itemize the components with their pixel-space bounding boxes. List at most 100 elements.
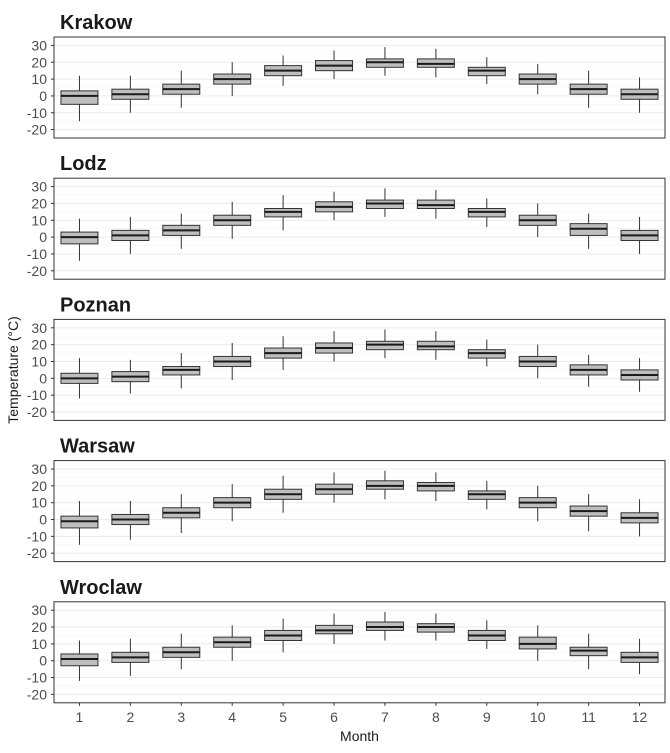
- y-tick-label: 0: [39, 512, 47, 528]
- y-tick-label: 0: [39, 88, 47, 104]
- box-month-5: [264, 475, 303, 513]
- box-month-10: [518, 63, 557, 95]
- gridlines: [54, 468, 665, 554]
- box-month-9: [467, 198, 506, 228]
- y-tick-label: 30: [31, 320, 47, 336]
- panel-title: Lodz: [60, 153, 107, 175]
- panel-border: [53, 177, 666, 280]
- gridlines: [54, 327, 665, 413]
- box-month-5: [264, 195, 303, 231]
- box-month-8: [416, 331, 455, 360]
- x-tick-label: 5: [279, 709, 287, 725]
- x-tick-label: 1: [76, 709, 84, 725]
- box-month-6: [315, 613, 354, 644]
- box-month-1: [60, 358, 99, 399]
- y-tick-label: 30: [31, 179, 47, 195]
- box-month-7: [365, 329, 404, 359]
- box-month-7: [365, 188, 404, 217]
- box-month-3: [162, 70, 201, 108]
- box-month-5: [264, 618, 303, 653]
- gridlines: [54, 44, 665, 131]
- box-month-9: [467, 620, 506, 649]
- box-month-10: [518, 485, 557, 522]
- box-month-3: [162, 494, 201, 533]
- y-tick-label: -20: [27, 545, 47, 561]
- box-month-4: [213, 484, 252, 522]
- box-month-10: [518, 344, 557, 379]
- panel-border: [53, 601, 666, 704]
- box-month-2: [111, 216, 150, 254]
- box-month-2: [111, 75, 150, 113]
- y-tick-label: 20: [31, 195, 47, 211]
- x-tick-label: 9: [483, 709, 491, 725]
- y-tick-label: 0: [39, 229, 47, 245]
- y-tick-label: 0: [39, 370, 47, 386]
- box-month-1: [60, 75, 99, 122]
- box-month-4: [213, 625, 252, 661]
- panel-title: Poznan: [60, 294, 131, 316]
- box-month-8: [416, 48, 455, 78]
- box-month-2: [111, 501, 150, 540]
- y-tick-label: 10: [31, 353, 47, 369]
- box-month-8: [416, 613, 455, 641]
- box-month-12: [620, 638, 659, 675]
- box-month-12: [620, 499, 659, 537]
- y-tick-label: 30: [31, 602, 47, 618]
- box-month-1: [60, 501, 99, 545]
- panel-border: [53, 318, 666, 421]
- box-month-10: [518, 203, 557, 238]
- box-month-11: [569, 70, 608, 108]
- y-tick-label: 20: [31, 337, 47, 353]
- y-tick-label: -20: [27, 686, 47, 702]
- y-tick-label: -10: [27, 387, 47, 403]
- box-month-12: [620, 77, 659, 113]
- box-month-1: [60, 640, 99, 681]
- box-month-11: [569, 633, 608, 670]
- box-month-5: [264, 336, 303, 370]
- gridlines: [54, 186, 665, 272]
- panel-border: [53, 36, 666, 139]
- box-month-7: [365, 470, 404, 500]
- x-axis-title: Month: [340, 728, 379, 744]
- box-month-11: [569, 494, 608, 532]
- box-month-4: [213, 201, 252, 239]
- y-tick-label: -10: [27, 246, 47, 262]
- box-month-8: [416, 189, 455, 219]
- x-tick-label: 11: [581, 709, 596, 725]
- box-month-1: [60, 218, 99, 261]
- panel-border: [53, 460, 666, 563]
- box-month-7: [365, 47, 404, 76]
- box-month-7: [365, 611, 404, 641]
- box-month-12: [620, 358, 659, 392]
- box-month-9: [467, 480, 506, 510]
- y-tick-label: 20: [31, 54, 47, 70]
- y-tick-label: -10: [27, 105, 47, 121]
- x-tick-label: 6: [330, 709, 338, 725]
- box-month-12: [620, 216, 659, 254]
- box-month-9: [467, 57, 506, 85]
- box-month-3: [162, 633, 201, 670]
- x-tick-label: 4: [228, 709, 236, 725]
- y-axis-title: Temperature (°C): [5, 316, 21, 424]
- box-month-2: [111, 359, 150, 394]
- y-tick-label: 30: [31, 461, 47, 477]
- y-tick-label: -10: [27, 528, 47, 544]
- y-tick-label: 20: [31, 478, 47, 494]
- y-tick-label: 10: [31, 71, 47, 87]
- box-month-6: [315, 191, 354, 221]
- box-month-11: [569, 213, 608, 249]
- x-tick-label: 7: [381, 709, 389, 725]
- box-month-9: [467, 339, 506, 367]
- box-month-6: [315, 50, 354, 80]
- x-tick-label: 3: [177, 709, 185, 725]
- y-tick-label: 20: [31, 619, 47, 635]
- box-month-3: [162, 353, 201, 389]
